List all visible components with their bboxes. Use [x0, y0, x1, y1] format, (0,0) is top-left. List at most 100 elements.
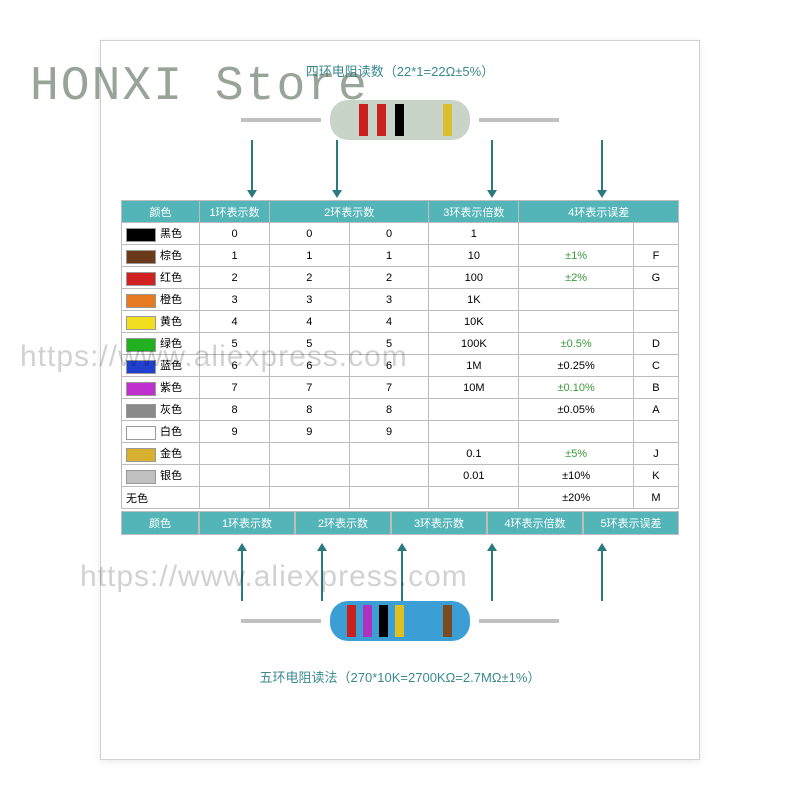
resistor-band: [377, 104, 386, 136]
table-row: 橙色3331K: [122, 289, 679, 311]
resistor-lead: [479, 118, 559, 122]
multiplier-cell: [429, 399, 519, 421]
table-row: 无色±20%M: [122, 487, 679, 509]
table-row: 灰色888±0.05%A: [122, 399, 679, 421]
multiplier-cell: 0.01: [429, 465, 519, 487]
table-row: 红色222100±2%G: [122, 267, 679, 289]
digit1-cell: 6: [200, 355, 270, 377]
digit3-cell: 6: [349, 355, 429, 377]
table-row: 黄色44410K: [122, 311, 679, 333]
digit3-cell: 1: [349, 245, 429, 267]
multiplier-cell: 1: [429, 223, 519, 245]
col-digit1: 1环表示数: [199, 511, 295, 535]
digit1-cell: 8: [200, 399, 270, 421]
color-name-cell: 红色: [122, 267, 200, 289]
letter-cell: [633, 421, 678, 443]
digit1-cell: 4: [200, 311, 270, 333]
resistor-band: [379, 605, 388, 637]
resistor-band: [443, 104, 452, 136]
color-name-cell: 无色: [122, 487, 200, 509]
color-name-cell: 白色: [122, 421, 200, 443]
digit2-cell: [270, 465, 350, 487]
band-arrow: [491, 140, 493, 192]
color-name-cell: 绿色: [122, 333, 200, 355]
digit2-cell: 7: [270, 377, 350, 399]
band-arrow: [601, 549, 603, 601]
table-row: 紫色77710M±0.10%B: [122, 377, 679, 399]
resistor-band: [347, 605, 356, 637]
table-row: 绿色555100K±0.5%D: [122, 333, 679, 355]
col-color: 颜色: [121, 511, 199, 535]
band-arrow: [401, 549, 403, 601]
table-row: 白色999: [122, 421, 679, 443]
digit1-cell: 2: [200, 267, 270, 289]
band-arrow: [491, 549, 493, 601]
digit3-cell: 0: [349, 223, 429, 245]
digit3-cell: [349, 465, 429, 487]
band-arrow: [336, 140, 338, 192]
tolerance-cell: ±10%: [519, 465, 634, 487]
resistor-color-table: 颜色 1环表示数 2环表示数 3环表示倍数 4环表示误差 黑色0001棕色111…: [121, 200, 679, 509]
digit2-cell: 8: [270, 399, 350, 421]
col-digit1: 1环表示数: [200, 201, 270, 223]
color-name-cell: 橙色: [122, 289, 200, 311]
digit2-cell: 9: [270, 421, 350, 443]
resistor-lead: [479, 619, 559, 623]
multiplier-cell: 10K: [429, 311, 519, 333]
col-mult: 4环表示倍数: [487, 511, 583, 535]
tolerance-cell: ±0.5%: [519, 333, 634, 355]
digit2-cell: 0: [270, 223, 350, 245]
letter-cell: C: [633, 355, 678, 377]
multiplier-cell: 0.1: [429, 443, 519, 465]
digit1-cell: [200, 443, 270, 465]
table-row: 银色0.01±10%K: [122, 465, 679, 487]
resistor-band: [443, 605, 452, 637]
tolerance-cell: [519, 289, 634, 311]
band-arrow: [251, 140, 253, 192]
col-tol: 5环表示误差: [583, 511, 679, 535]
table-header-row: 颜色 1环表示数 2环表示数 3环表示倍数 4环表示误差: [122, 201, 679, 223]
digit3-cell: 8: [349, 399, 429, 421]
resistor-lead: [241, 118, 321, 122]
digit2-cell: 2: [270, 267, 350, 289]
band-arrow: [321, 549, 323, 601]
digit3-cell: 2: [349, 267, 429, 289]
color-name-cell: 蓝色: [122, 355, 200, 377]
letter-cell: A: [633, 399, 678, 421]
table-row: 蓝色6661M±0.25%C: [122, 355, 679, 377]
col-mult: 3环表示倍数: [429, 201, 519, 223]
multiplier-cell: [429, 421, 519, 443]
table-row: 金色0.1±5%J: [122, 443, 679, 465]
multiplier-cell: 1M: [429, 355, 519, 377]
five-band-resistor-diagram: [121, 541, 679, 661]
tolerance-cell: ±20%: [519, 487, 634, 509]
col-color: 颜色: [122, 201, 200, 223]
letter-cell: [633, 223, 678, 245]
letter-cell: D: [633, 333, 678, 355]
resistor-lead: [241, 619, 321, 623]
multiplier-cell: 10: [429, 245, 519, 267]
color-name-cell: 黑色: [122, 223, 200, 245]
four-band-title: 四环电阻读数（22*1=22Ω±5%）: [121, 61, 679, 80]
five-band-title: 五环电阻读法（270*10K=2700KΩ=2.7MΩ±1%）: [121, 667, 679, 686]
tolerance-cell: ±1%: [519, 245, 634, 267]
digit3-cell: [349, 487, 429, 509]
table-row: 黑色0001: [122, 223, 679, 245]
letter-cell: [633, 289, 678, 311]
letter-cell: F: [633, 245, 678, 267]
table-row: 棕色11110±1%F: [122, 245, 679, 267]
digit2-cell: 1: [270, 245, 350, 267]
digit2-cell: [270, 487, 350, 509]
color-name-cell: 灰色: [122, 399, 200, 421]
digit1-cell: 0: [200, 223, 270, 245]
digit1-cell: [200, 487, 270, 509]
tolerance-cell: ±5%: [519, 443, 634, 465]
digit1-cell: 9: [200, 421, 270, 443]
band-arrow: [601, 140, 603, 192]
digit3-cell: 9: [349, 421, 429, 443]
tolerance-cell: [519, 223, 634, 245]
digit3-cell: 3: [349, 289, 429, 311]
digit1-cell: 5: [200, 333, 270, 355]
color-name-cell: 银色: [122, 465, 200, 487]
multiplier-cell: [429, 487, 519, 509]
